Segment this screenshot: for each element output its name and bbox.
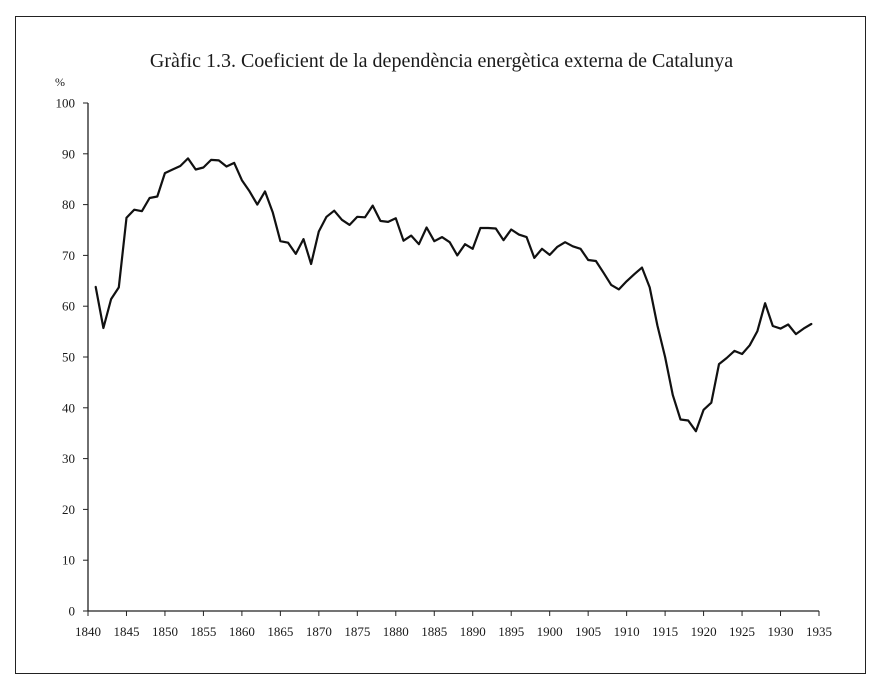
y-tick-label: 10: [62, 553, 75, 568]
x-tick-label: 1845: [113, 624, 139, 639]
x-tick-label: 1865: [267, 624, 293, 639]
x-tick-label: 1890: [460, 624, 486, 639]
x-tick-label: 1925: [729, 624, 755, 639]
y-tick-label: 30: [62, 451, 75, 466]
y-tick-label: 50: [62, 350, 75, 365]
chart-frame: [15, 16, 866, 674]
x-tick-label: 1910: [614, 624, 640, 639]
y-tick-label: 80: [62, 197, 75, 212]
series-line: [94, 157, 813, 433]
x-tick-label: 1840: [75, 624, 101, 639]
x-tick-label: 1935: [806, 624, 832, 639]
x-tick-label: 1885: [421, 624, 447, 639]
y-tick-label: 20: [62, 502, 75, 517]
y-axis-unit-label: %: [55, 75, 65, 89]
y-tick-label: 40: [62, 400, 75, 415]
y-tick-label: 60: [62, 299, 75, 314]
x-tick-label: 1905: [575, 624, 601, 639]
x-tick-label: 1850: [152, 624, 178, 639]
chart-title: Gràfic 1.3. Coeficient de la dependència…: [149, 50, 734, 72]
x-tick-label: 1915: [652, 624, 678, 639]
x-tick-label: 1900: [537, 624, 563, 639]
x-tick-label: 1860: [229, 624, 255, 639]
y-tick-label: 100: [56, 96, 76, 111]
x-tick-label: 1930: [768, 624, 794, 639]
x-tick-label: 1855: [190, 624, 216, 639]
y-tick-label: 0: [69, 604, 76, 619]
y-tick-label: 90: [62, 146, 75, 161]
x-tick-label: 1920: [691, 624, 717, 639]
x-tick-label: 1870: [306, 624, 332, 639]
y-tick-label: 70: [62, 248, 75, 263]
x-tick-label: 1880: [383, 624, 409, 639]
x-tick-label: 1895: [498, 624, 524, 639]
x-tick-label: 1875: [344, 624, 370, 639]
